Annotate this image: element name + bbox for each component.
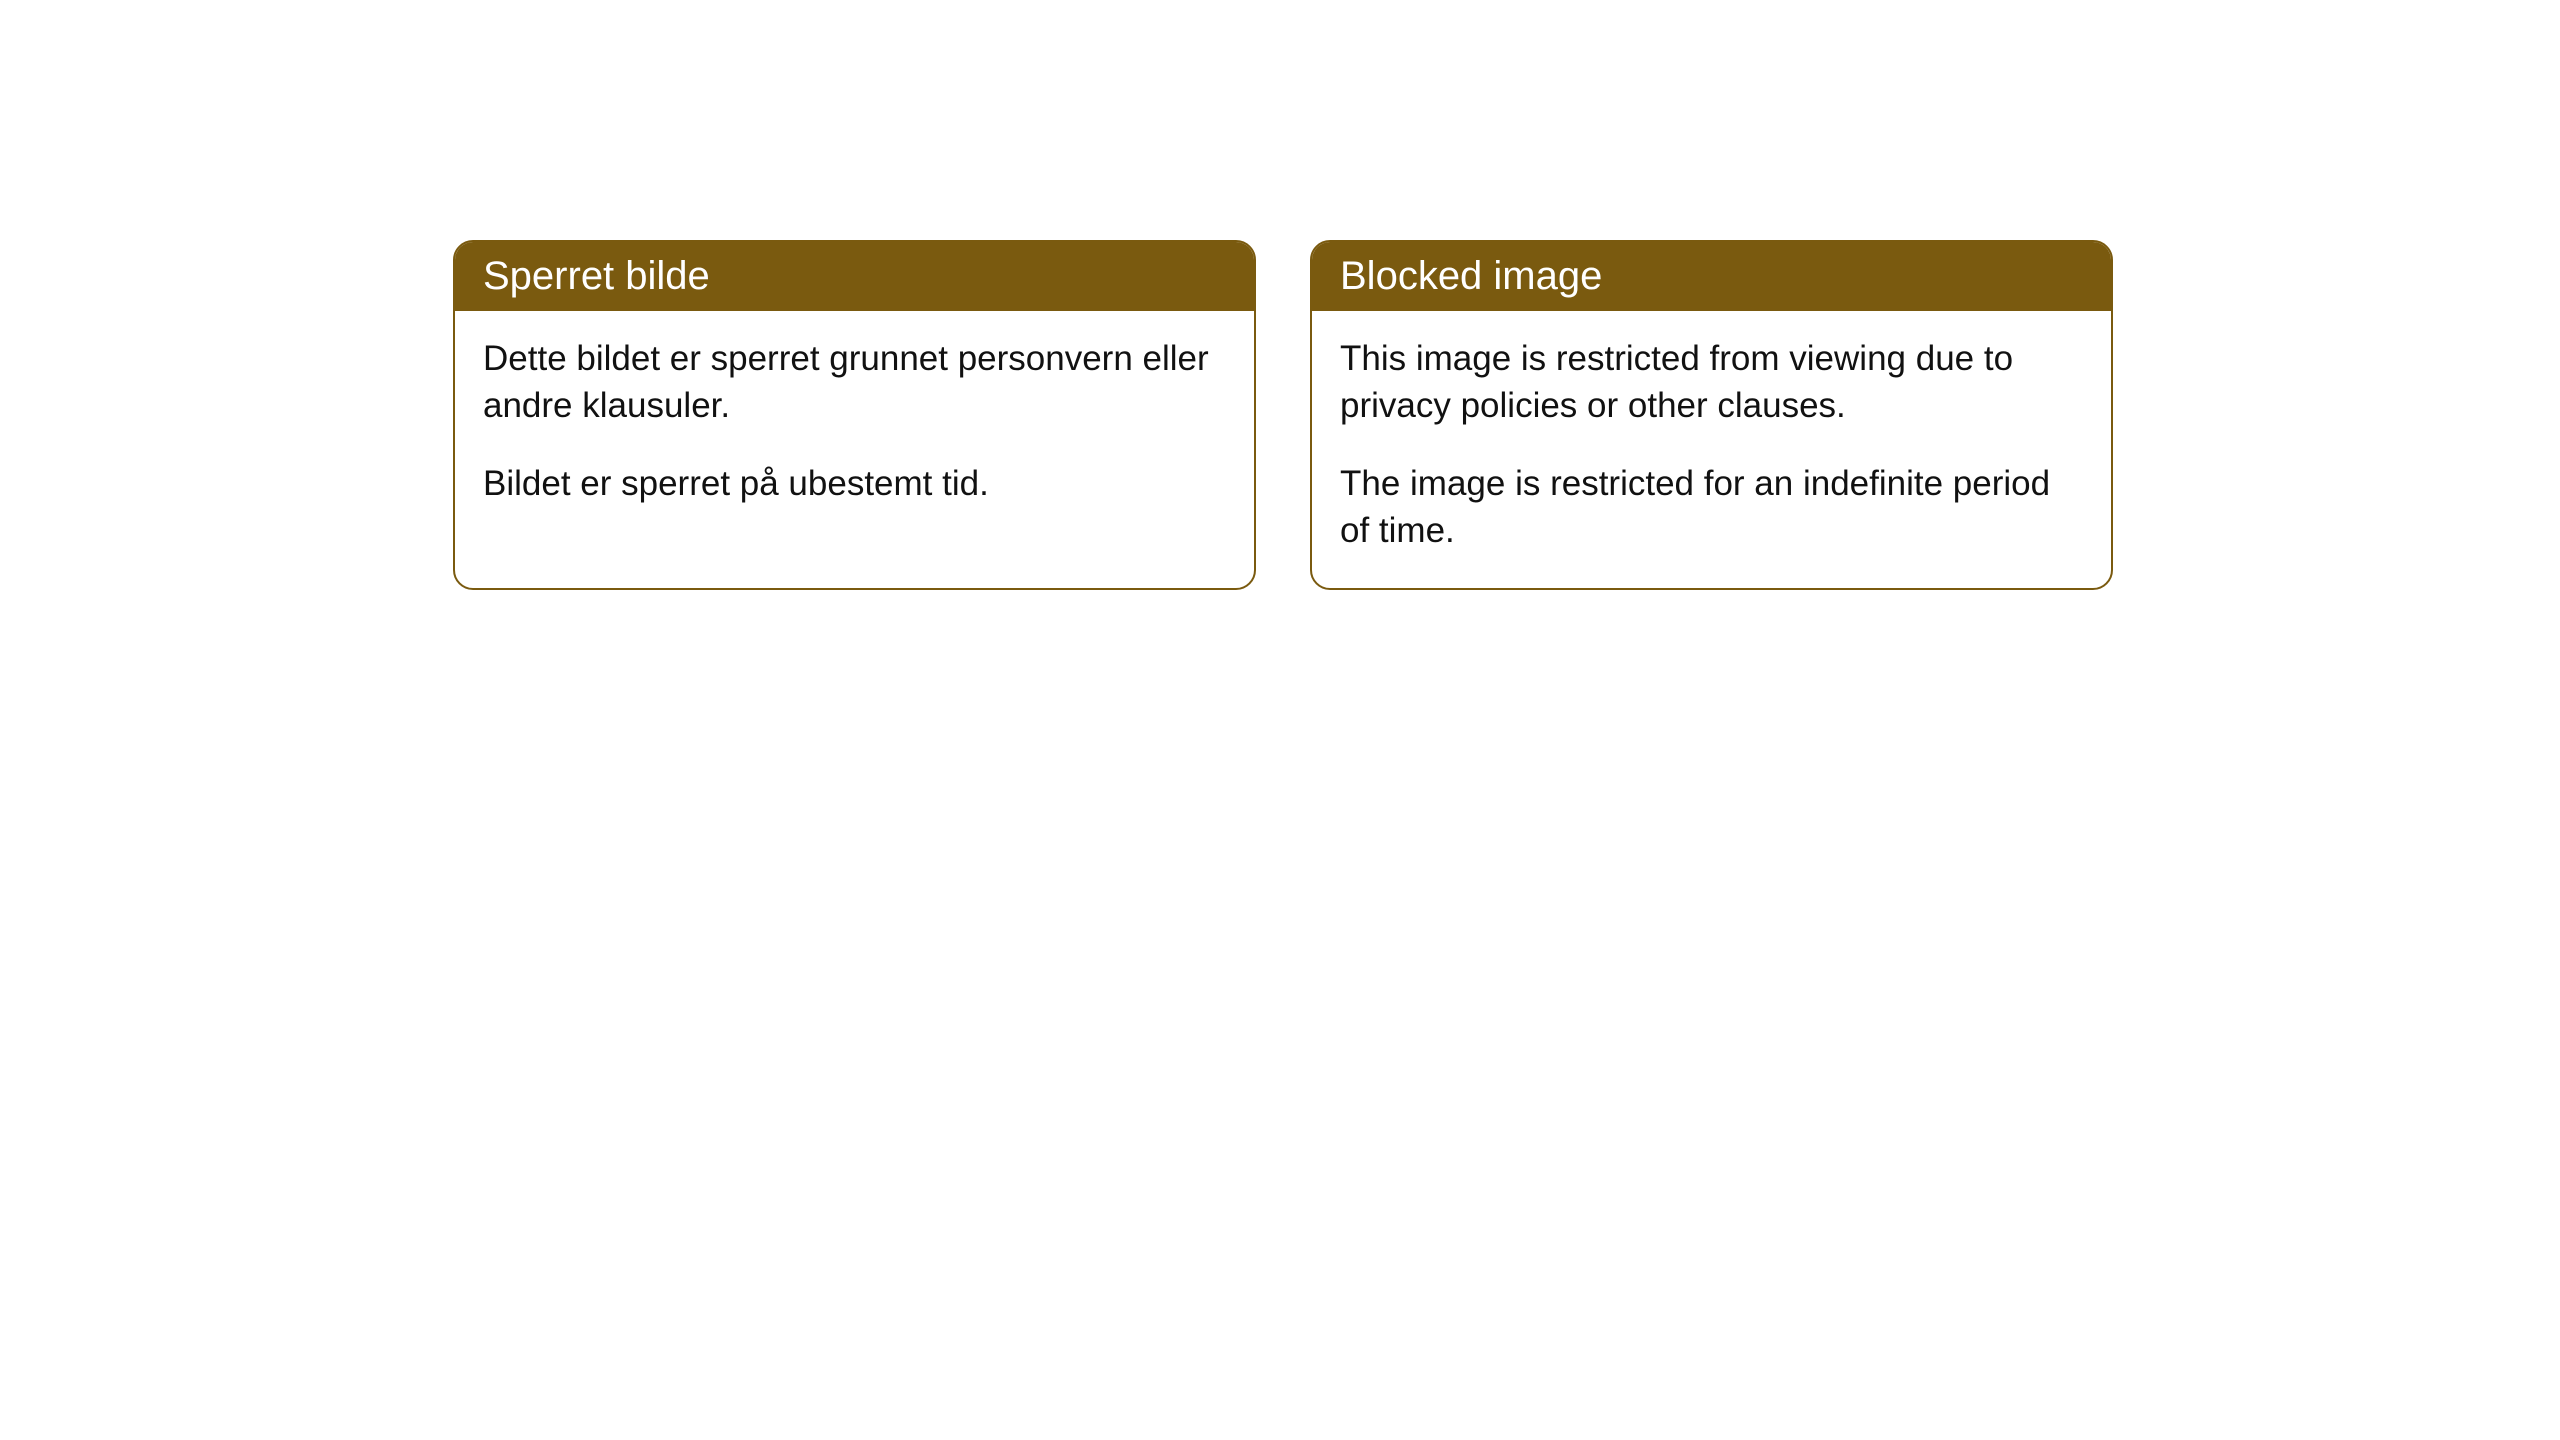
- blocked-image-card-en: Blocked image This image is restricted f…: [1310, 240, 2113, 590]
- card-title: Sperret bilde: [483, 254, 710, 298]
- blocked-image-card-no: Sperret bilde Dette bildet er sperret gr…: [453, 240, 1256, 590]
- notice-cards-container: Sperret bilde Dette bildet er sperret gr…: [453, 240, 2113, 590]
- card-paragraph: Dette bildet er sperret grunnet personve…: [483, 335, 1226, 430]
- card-paragraph: Bildet er sperret på ubestemt tid.: [483, 460, 1226, 507]
- card-body: Dette bildet er sperret grunnet personve…: [455, 311, 1254, 541]
- card-paragraph: This image is restricted from viewing du…: [1340, 335, 2083, 430]
- card-paragraph: The image is restricted for an indefinit…: [1340, 460, 2083, 555]
- card-body: This image is restricted from viewing du…: [1312, 311, 2111, 588]
- card-header: Blocked image: [1312, 242, 2111, 311]
- card-header: Sperret bilde: [455, 242, 1254, 311]
- card-title: Blocked image: [1340, 254, 1602, 298]
